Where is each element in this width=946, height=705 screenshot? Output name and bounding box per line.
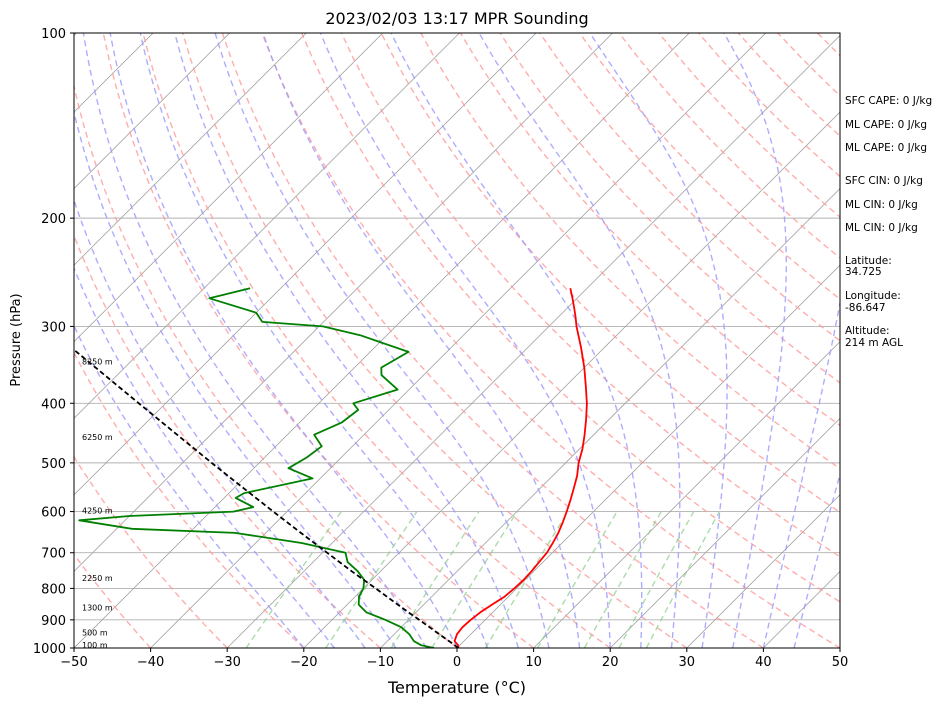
isotherm-line	[609, 417, 840, 648]
sfc-cin-label: SFC CIN: 0 J/kg	[845, 175, 923, 187]
isotherm-line	[686, 494, 840, 648]
mixing-ratio-line	[325, 511, 418, 648]
moist-adiabat-line	[793, 471, 840, 648]
latitude-label: Latitude:	[845, 255, 892, 267]
dry-adiabat-line	[261, 33, 840, 648]
moist-adiabat-line	[214, 33, 550, 648]
isotherm-line	[380, 188, 840, 648]
isotherm-line	[74, 33, 307, 266]
isotherm-line	[74, 33, 384, 343]
y-axis-ticks: 100 200 300 400 500 600 700 800 900 1000	[33, 27, 74, 657]
moist-adiabat-line	[390, 33, 643, 648]
height-label: 4250 m	[82, 507, 113, 516]
y-tick-label: 100	[41, 27, 66, 42]
mixing-ratio-line	[431, 511, 518, 648]
y-tick-label: 500	[41, 457, 66, 472]
x-tick-label: −50	[60, 655, 87, 670]
mixing-ratio-line	[645, 511, 721, 648]
sfc-cape-label: SFC CAPE: 0 J/kg	[845, 95, 932, 107]
isotherm-line	[74, 33, 613, 572]
isotherm-line	[74, 33, 460, 419]
chart-title: 2023/02/03 13:17 MPR Sounding	[325, 9, 588, 28]
x-axis-label: Temperature (°C)	[387, 678, 526, 697]
height-label: 100 m	[82, 641, 108, 650]
y-tick-label: 300	[41, 320, 66, 335]
height-label: 500 m	[82, 628, 108, 637]
moist-adiabat-line	[762, 299, 840, 648]
x-tick-label: 40	[755, 655, 772, 670]
height-labels: 100 m 500 m 1300 m 2250 m 4250 m 6250 m 8250 m	[82, 357, 113, 649]
moist-adiabat-line	[74, 266, 335, 648]
x-tick-label: 30	[679, 655, 696, 670]
mixing-ratio-line	[484, 511, 569, 648]
dewpoint-profile-line	[78, 287, 435, 648]
height-label: 6250 m	[82, 433, 113, 442]
dry-adiabat-line	[102, 33, 535, 648]
mixing-ratio-line	[245, 511, 342, 648]
moist-adiabat-line	[723, 33, 787, 648]
altitude-label: Altitude:	[845, 325, 890, 337]
y-tick-label: 700	[41, 547, 66, 562]
dry-adiabat-line	[182, 33, 688, 648]
isotherm-line	[533, 341, 840, 648]
moist-adiabat-line	[174, 33, 519, 648]
altitude-value: 214 m AGL	[845, 337, 903, 349]
x-tick-label: −10	[367, 655, 394, 670]
height-label: 8250 m	[82, 357, 113, 366]
y-axis-label: Pressure (hPa)	[9, 293, 24, 386]
dry-adiabat-line	[74, 351, 305, 648]
dry-adiabat-line	[74, 83, 458, 648]
longitude-value: -86.647	[845, 302, 886, 314]
x-tick-label: 20	[602, 655, 619, 670]
y-tick-label: 1000	[33, 642, 66, 657]
ml-cin-label: ML CIN: 0 J/kg	[845, 199, 918, 211]
mixing-ratio-line	[618, 511, 695, 648]
isotherm-line	[74, 33, 690, 648]
isotherm-line	[303, 111, 840, 648]
isotherm-line	[74, 33, 537, 496]
y-tick-label: 200	[41, 212, 66, 227]
x-tick-label: 0	[453, 655, 461, 670]
side-annotations: SFC CAPE: 0 J/kg ML CAPE: 0 J/kg ML CAPE…	[845, 95, 932, 349]
ml-cape-label-2: ML CAPE: 0 J/kg	[845, 142, 927, 154]
moist-adiabat-line	[589, 33, 728, 648]
dry-adiabat-line	[578, 33, 840, 301]
parcel-profile-line	[74, 348, 460, 648]
dry-adiabat-line	[142, 33, 611, 648]
data-lines	[74, 287, 588, 648]
height-label: 1300 m	[82, 604, 113, 613]
x-tick-label: 10	[525, 655, 542, 670]
moist-adiabat-line	[478, 33, 681, 648]
x-tick-label: −30	[213, 655, 240, 670]
x-tick-label: 50	[832, 655, 849, 670]
y-tick-label: 800	[41, 582, 66, 597]
y-tick-label: 400	[41, 397, 66, 412]
longitude-label: Longitude:	[845, 290, 901, 302]
moist-adiabat-line	[109, 33, 458, 648]
y-tick-label: 600	[41, 506, 66, 521]
ml-cin-label-2: ML CIN: 0 J/kg	[845, 222, 918, 234]
isotherm-line	[74, 33, 230, 190]
x-tick-label: −40	[137, 655, 164, 670]
isotherm-line	[150, 33, 767, 648]
latitude-value: 34.725	[845, 266, 882, 278]
y-tick-label: 900	[41, 614, 66, 629]
x-tick-label: −20	[290, 655, 317, 670]
moist-adiabat-line	[319, 33, 611, 648]
height-label: 2250 m	[82, 574, 113, 583]
x-axis-ticks: −50 −40 −30 −20 −10 0 10 20 30 40 50	[60, 648, 848, 670]
mixing-ratio-line	[536, 511, 618, 648]
ml-cape-label: ML CAPE: 0 J/kg	[845, 119, 927, 131]
isotherm-line	[226, 34, 840, 648]
mixing-ratio-line	[583, 511, 662, 648]
temperature-profile-line	[453, 288, 588, 648]
moist-adiabat-line	[262, 33, 581, 648]
moist-adiabat-line	[74, 198, 366, 648]
